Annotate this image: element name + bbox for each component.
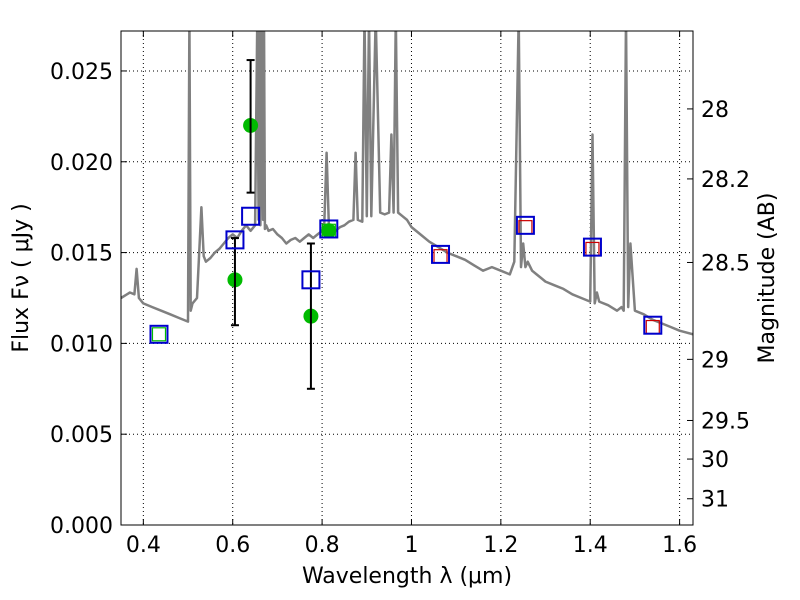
model-flux-square: [225, 230, 245, 250]
y2-tick-label: 28.2: [701, 168, 750, 193]
model-flux-square: [643, 315, 663, 335]
y-tick-label: 0.000: [50, 514, 113, 539]
model-flux-square: [301, 270, 321, 290]
plot-area: [121, 31, 693, 390]
y-tick-label: 0.015: [50, 242, 113, 267]
x-tick-label: 1: [404, 533, 418, 558]
y2-tick-label: 28: [701, 98, 729, 123]
axis-ticks: 0.4 0.6 0.8 1 1.2 1.4 1.6 0.000 0.005 0.010 0.015 0…: [50, 31, 750, 558]
x-tick-label: 0.4: [126, 533, 161, 558]
x-tick-label: 1.4: [573, 533, 608, 558]
x-tick-label: 1.2: [483, 533, 518, 558]
observed-flux-point: [321, 223, 337, 239]
y2-tick-label: 31: [701, 488, 729, 513]
y2-tick-label: 29.5: [701, 409, 750, 434]
y-tick-label: 0.005: [50, 423, 113, 448]
model-flux-square: [241, 206, 261, 226]
model-flux-square: [319, 219, 339, 239]
x-axis-label: Wavelength λ (μm): [302, 564, 512, 589]
model-flux-square: [515, 215, 535, 235]
model-flux-square: [149, 324, 169, 344]
x-tick-label: 0.6: [215, 533, 250, 558]
plot-frame: [120, 30, 694, 526]
y2-tick-label: 28.5: [701, 251, 750, 276]
y2-axis-label: Magnitude (AB): [755, 193, 780, 364]
y-axis-label: Flux Fν ( μJy ): [9, 203, 34, 352]
x-tick-label: 0.8: [305, 533, 340, 558]
y-tick-label: 0.025: [50, 60, 113, 85]
model-flux-square: [582, 237, 602, 257]
model-spectrum-line: [121, 31, 693, 336]
y-tick-label: 0.020: [50, 151, 113, 176]
model-flux-square: [431, 244, 451, 264]
y2-tick-label: 29: [701, 348, 729, 373]
y2-tick-label: 30: [701, 448, 729, 473]
y-tick-label: 0.010: [50, 332, 113, 357]
model-flux-square: [151, 327, 167, 342]
x-tick-label: 1.6: [662, 533, 697, 558]
